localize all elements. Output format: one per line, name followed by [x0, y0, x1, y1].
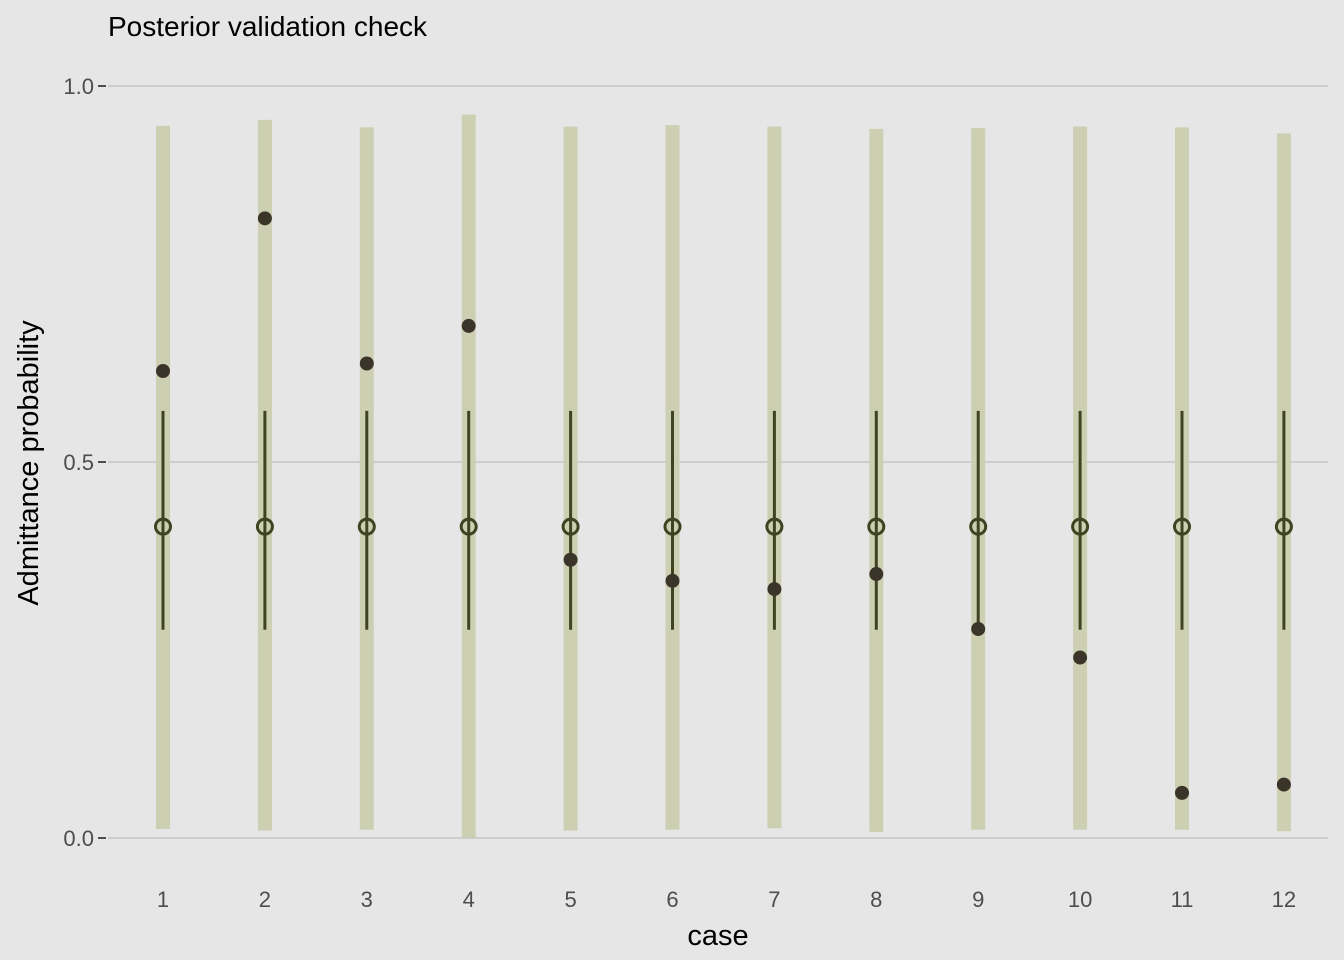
- open-point: [969, 517, 988, 536]
- interval-bars: [156, 114, 1291, 839]
- filled-point: [461, 318, 476, 333]
- filled-point: [1175, 785, 1189, 800]
- open-point-markers: [154, 517, 1293, 536]
- x-tick-label: 3: [361, 887, 373, 912]
- y-axis-label: Admittance probability: [13, 320, 45, 606]
- open-point: [1173, 517, 1191, 536]
- filled-point: [869, 567, 884, 582]
- y-tick-label: 1.0: [63, 74, 94, 99]
- open-point: [867, 517, 886, 536]
- y-tick-label: 0.5: [63, 450, 94, 475]
- filled-point-markers: [156, 211, 1291, 800]
- open-point: [1274, 517, 1293, 536]
- open-point: [154, 517, 172, 536]
- interval-lines: [161, 410, 1286, 630]
- x-tick-label: 4: [463, 887, 475, 912]
- filled-point: [665, 573, 680, 588]
- open-point: [561, 517, 580, 536]
- x-tick-label: 12: [1272, 887, 1296, 912]
- filled-point: [767, 582, 782, 597]
- x-tick-label: 6: [666, 887, 678, 912]
- open-point: [663, 517, 682, 536]
- filled-point: [156, 364, 170, 379]
- filled-point: [563, 552, 578, 567]
- open-point: [1071, 517, 1090, 536]
- filled-point: [971, 621, 986, 636]
- open-point: [459, 517, 478, 536]
- y-axis: 0.0 0.5 1.0: [63, 74, 106, 851]
- filled-point: [359, 356, 374, 371]
- chart-title: Posterior validation check: [108, 11, 428, 42]
- x-tick-label: 8: [870, 887, 882, 912]
- filled-point: [1276, 777, 1291, 792]
- y-tick-label: 0.0: [63, 826, 94, 851]
- filled-point: [1073, 650, 1088, 665]
- x-tick-label: 11: [1171, 887, 1194, 912]
- x-tick-label: 5: [564, 887, 576, 912]
- open-point: [765, 517, 784, 536]
- open-point: [255, 517, 274, 536]
- x-tick-label: 10: [1068, 887, 1092, 912]
- open-point: [357, 517, 376, 536]
- x-tick-label: 2: [259, 887, 271, 912]
- x-axis: 1 2 3 4 5 6 7 8 9 10 11 12: [157, 887, 1296, 912]
- filled-point: [257, 211, 272, 226]
- x-tick-label: 1: [157, 887, 169, 912]
- x-axis-label: case: [687, 920, 748, 952]
- gridlines: [108, 85, 1328, 839]
- x-tick-label: 9: [972, 887, 984, 912]
- x-tick-label: 7: [768, 887, 780, 912]
